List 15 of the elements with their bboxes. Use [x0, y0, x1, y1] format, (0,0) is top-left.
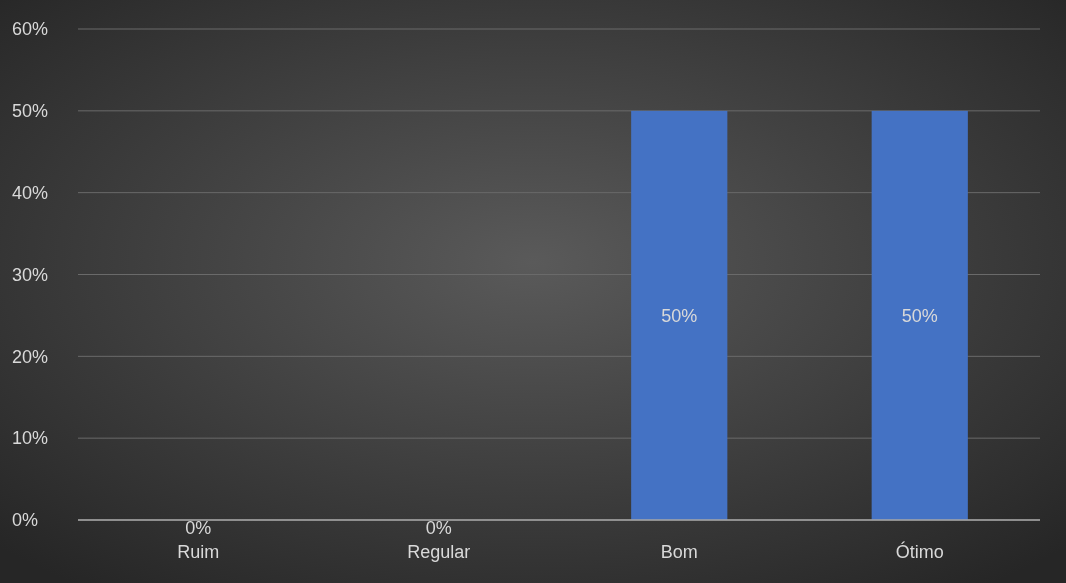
data-label: 50% — [661, 305, 698, 326]
y-tick-label: 60% — [12, 19, 49, 40]
y-tick-label: 0% — [12, 510, 39, 531]
data-label: 50% — [901, 305, 938, 326]
data-label: 0% — [185, 518, 212, 539]
x-tick-label: Regular — [407, 542, 471, 562]
x-tick-label: Bom — [660, 542, 698, 562]
y-tick-label: 30% — [12, 264, 49, 285]
y-tick-label: 40% — [12, 182, 49, 203]
data-label: 0% — [425, 518, 452, 539]
y-tick-label: 20% — [12, 346, 49, 367]
y-tick-label: 50% — [12, 101, 49, 122]
x-tick-label: Ruim — [177, 542, 220, 562]
x-tick-label: Ótimo — [895, 541, 944, 562]
y-tick-label: 10% — [12, 428, 49, 449]
